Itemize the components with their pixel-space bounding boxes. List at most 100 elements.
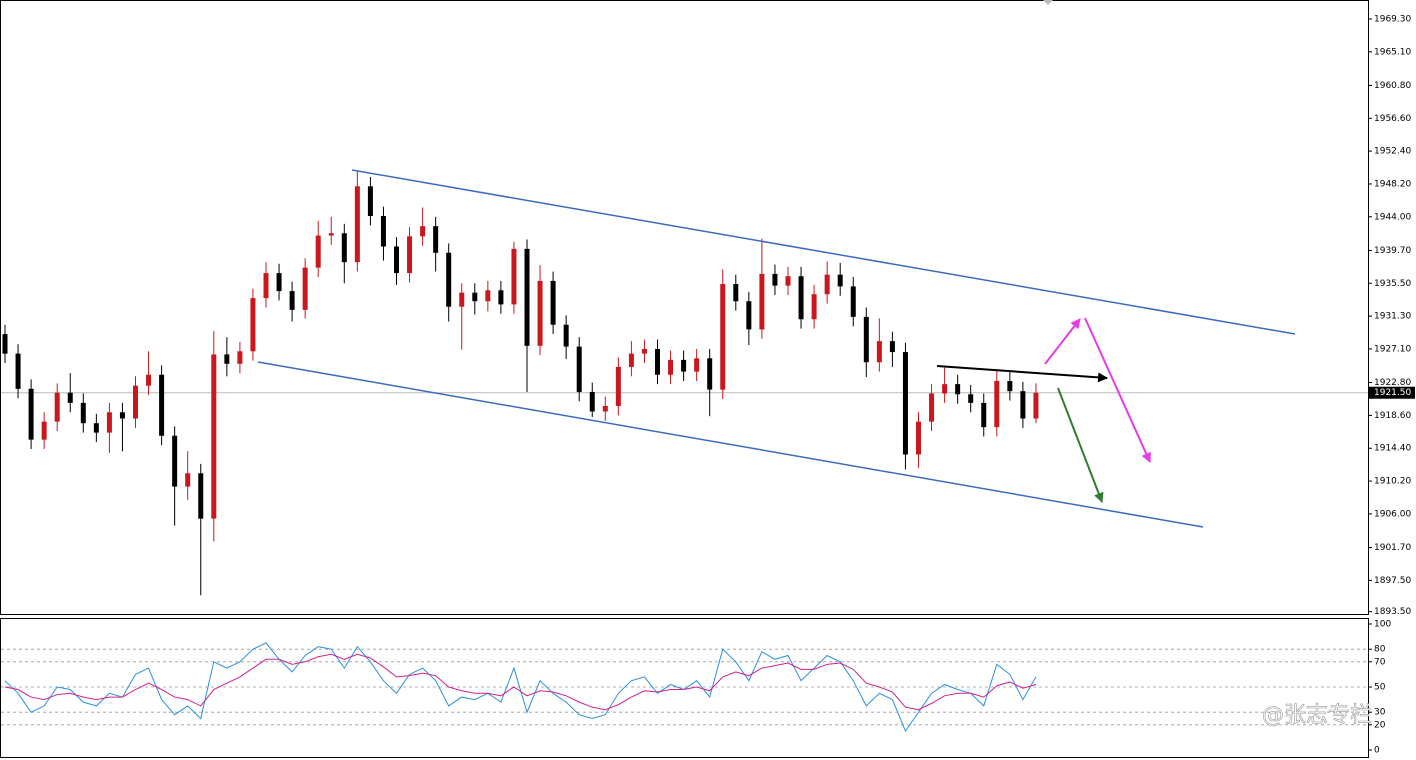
candle-body bbox=[407, 236, 413, 274]
y-tick-label: 1910.20 bbox=[1374, 477, 1411, 487]
y-tick-label: 1935.50 bbox=[1374, 279, 1411, 289]
oscillator-line bbox=[4, 653, 1037, 711]
arrow-flat bbox=[936, 365, 1108, 383]
candle-body bbox=[942, 384, 948, 394]
candle-body bbox=[485, 290, 491, 302]
candle-body bbox=[798, 276, 804, 320]
candle-body bbox=[28, 388, 34, 440]
candle-body bbox=[67, 392, 73, 403]
arrow-green bbox=[1057, 387, 1104, 503]
candle-body bbox=[902, 352, 908, 455]
candle-body bbox=[263, 273, 269, 299]
candle-body bbox=[576, 346, 582, 392]
channel-lower bbox=[257, 361, 1204, 528]
y-tick-label: 1952.40 bbox=[1374, 147, 1411, 157]
y-tick-label: 20 bbox=[1374, 720, 1386, 730]
candle-body bbox=[628, 353, 634, 367]
y-tick-label: 1969.30 bbox=[1374, 14, 1411, 24]
candle-body bbox=[733, 284, 739, 302]
candle-body bbox=[641, 348, 647, 354]
candle-body bbox=[955, 384, 961, 395]
candle-body bbox=[563, 324, 569, 347]
candle-body bbox=[341, 233, 347, 263]
candle-body bbox=[354, 186, 360, 263]
y-tick-label: 70 bbox=[1374, 657, 1386, 667]
candle-body bbox=[850, 286, 856, 317]
candle-body bbox=[772, 273, 778, 286]
arrow-down bbox=[1084, 317, 1151, 463]
candle-body bbox=[589, 391, 595, 412]
candle-body bbox=[328, 233, 334, 236]
candle-body bbox=[550, 280, 556, 325]
candle-body bbox=[863, 316, 869, 363]
y-tick-label: 1965.10 bbox=[1374, 47, 1411, 57]
candle-body bbox=[681, 359, 687, 372]
y-tick-label: 30 bbox=[1374, 708, 1386, 718]
candle-body bbox=[54, 392, 60, 422]
y-tick-label: 1956.60 bbox=[1374, 114, 1411, 124]
candle-body bbox=[746, 301, 752, 330]
y-tick-label: 1918.60 bbox=[1374, 411, 1411, 421]
candle-body bbox=[119, 412, 125, 419]
candle-body bbox=[537, 280, 543, 346]
y-tick-label: 1893.50 bbox=[1374, 607, 1411, 617]
candle-body bbox=[198, 473, 204, 519]
candle-body bbox=[276, 273, 282, 292]
candle-body bbox=[172, 435, 178, 487]
candle-body bbox=[433, 226, 439, 253]
candle-body bbox=[289, 291, 295, 310]
candle-body bbox=[1020, 391, 1026, 419]
candle-body bbox=[707, 358, 713, 390]
candle-body bbox=[159, 374, 165, 436]
y-tick-label: 1939.70 bbox=[1374, 246, 1411, 256]
candle-body bbox=[367, 186, 373, 217]
y-tick-label: 1901.70 bbox=[1374, 543, 1411, 553]
candle-body bbox=[224, 354, 230, 364]
y-tick-label: 1931.30 bbox=[1374, 312, 1411, 322]
candle-body bbox=[2, 334, 8, 354]
shift-marker bbox=[1043, 0, 1053, 5]
candle-body bbox=[876, 341, 882, 363]
current-price-label: 1921.50 bbox=[1374, 388, 1411, 398]
candle-body bbox=[994, 380, 1000, 428]
y-tick-label: 100 bbox=[1374, 620, 1391, 630]
candle-body bbox=[133, 385, 138, 419]
candle-body bbox=[459, 292, 465, 307]
candle-body bbox=[811, 294, 817, 320]
y-tick-label: 1897.50 bbox=[1374, 576, 1411, 586]
candle-body bbox=[615, 366, 621, 407]
oscillator-line bbox=[4, 642, 1037, 733]
candle-body bbox=[1033, 392, 1039, 419]
y-tick-label: 1944.00 bbox=[1374, 212, 1411, 222]
oscillator-panel bbox=[0, 618, 1369, 758]
candle-body bbox=[498, 290, 504, 305]
candle-body bbox=[981, 402, 987, 428]
candle-body bbox=[315, 235, 321, 268]
y-tick-label: 1906.00 bbox=[1374, 509, 1411, 519]
candle-body bbox=[106, 412, 112, 433]
candle-body bbox=[15, 353, 21, 389]
candle-body bbox=[237, 351, 243, 364]
candle-body bbox=[720, 284, 726, 390]
candle-body bbox=[380, 216, 386, 247]
candle-body bbox=[211, 354, 217, 519]
candle-body bbox=[837, 274, 843, 287]
candle-body bbox=[916, 421, 921, 455]
candle-body bbox=[824, 274, 830, 295]
y-tick-label: 1948.20 bbox=[1374, 179, 1411, 189]
candle-body bbox=[694, 358, 700, 372]
main-plot: 1969.30 1965.10 1960.80 1956.60 1952.40 1948.… bbox=[1, 14, 1415, 617]
candle-body bbox=[146, 374, 152, 386]
candle-body bbox=[185, 473, 191, 487]
candle-body bbox=[1007, 380, 1013, 392]
y-tick-label: 0 bbox=[1374, 746, 1380, 756]
candle-body bbox=[80, 402, 86, 424]
y-tick-label: 1927.10 bbox=[1374, 344, 1411, 354]
channel-upper bbox=[351, 169, 1296, 335]
oscillator-plot: 0 20 30 50 70 80 100 bbox=[1, 620, 1391, 756]
candle-body bbox=[420, 226, 426, 237]
candle-body bbox=[41, 421, 47, 440]
y-tick-label: 1914.40 bbox=[1374, 444, 1411, 454]
y-tick-label: 50 bbox=[1374, 683, 1386, 693]
